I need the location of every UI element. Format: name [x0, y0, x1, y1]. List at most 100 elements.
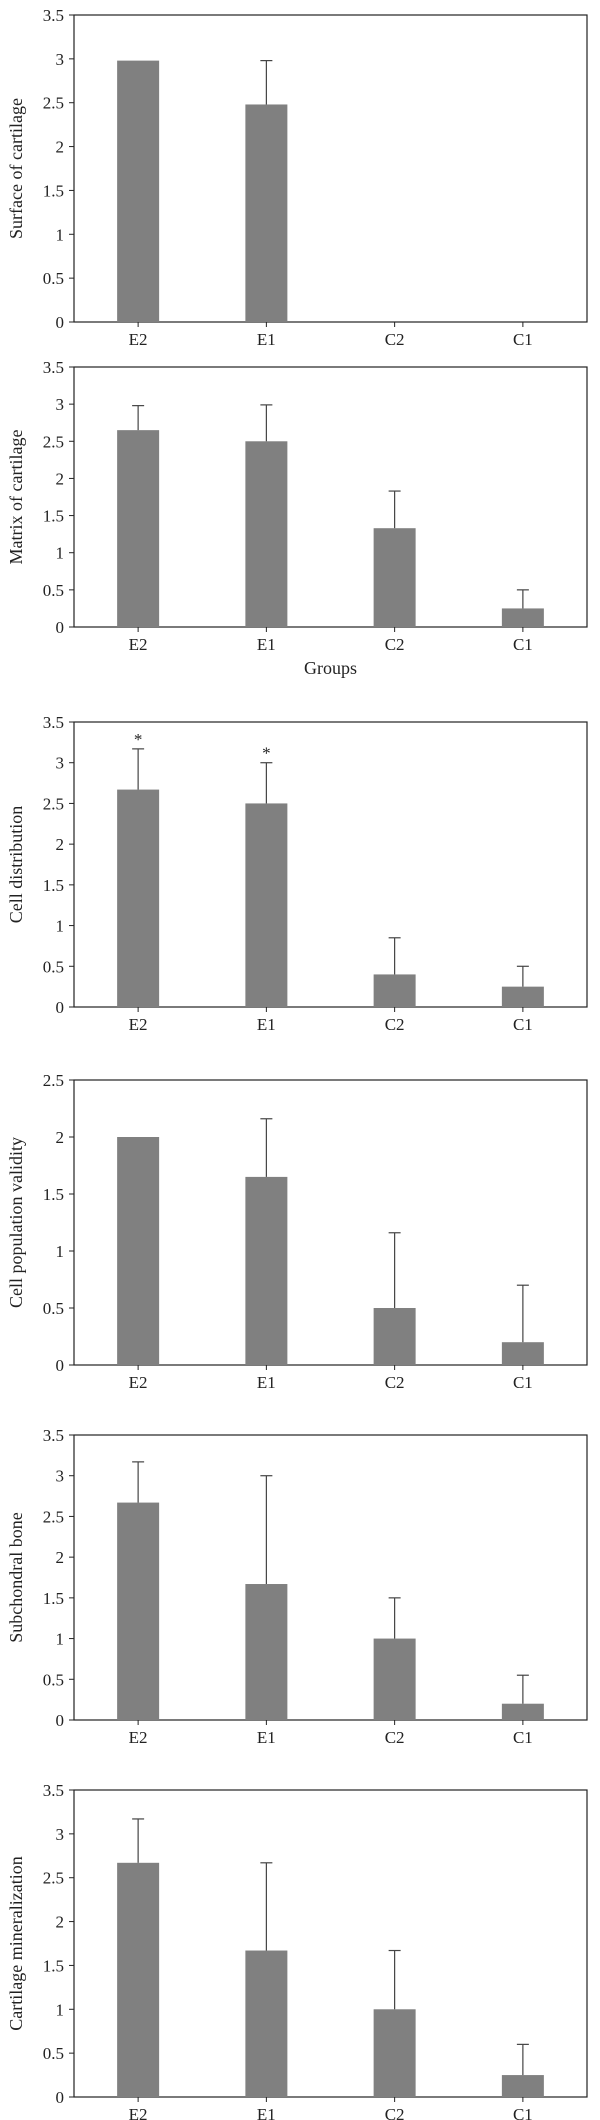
bar-E1 [245, 803, 288, 1007]
x-tick-label-C2: C2 [385, 635, 405, 654]
y-tick-label: 3 [56, 395, 65, 414]
error-bar-E1 [260, 60, 273, 105]
error-bar-E1 [260, 404, 273, 442]
x-tick-label-C2: C2 [385, 330, 405, 349]
y-tick-label: 1.5 [43, 181, 64, 200]
plot-frame [73, 14, 588, 323]
error-bar-C1 [516, 589, 529, 609]
y-tick-label: 2 [56, 1128, 65, 1147]
y-tick-label: 1 [56, 2000, 65, 2019]
bar-C2 [373, 2009, 416, 2097]
y-tick-label: 0 [56, 618, 65, 637]
x-tick-label-E1: E1 [257, 1015, 276, 1034]
bar-E1 [245, 1584, 288, 1720]
error-bar-C2 [388, 1232, 401, 1308]
y-tick-label: 2.5 [43, 94, 64, 113]
x-tick-label-E1: E1 [257, 2105, 276, 2120]
x-tick-label-C1: C1 [513, 1728, 533, 1747]
y-tick-label: 2.5 [43, 1071, 64, 1090]
x-tick-label-C2: C2 [385, 2105, 405, 2120]
x-tick-label-E2: E2 [129, 330, 148, 349]
error-bar-E2 [132, 405, 145, 431]
x-tick-label-C1: C1 [513, 1373, 533, 1392]
y-tick-label: 0.5 [43, 581, 64, 600]
y-axis-title: Surface of cartilage [6, 98, 26, 239]
y-tick-label: 1 [56, 225, 65, 244]
y-tick-label: 2.5 [43, 794, 64, 813]
y-tick-label: 1.5 [43, 1589, 64, 1608]
x-tick-label-E2: E2 [129, 635, 148, 654]
x-tick-label-C1: C1 [513, 1015, 533, 1034]
y-tick-label: 2 [56, 138, 65, 157]
y-axis-title: Subchondral bone [6, 1512, 26, 1642]
bar-C2 [373, 1638, 416, 1720]
chart-panel-4: 0 0.5 1 1.5 2 2.5 E2 E1 C2 C1 Cell population vali… [6, 1071, 588, 1392]
x-tick-label-C1: C1 [513, 635, 533, 654]
x-tick-label-E1: E1 [257, 1728, 276, 1747]
y-tick-label: 2 [56, 1913, 65, 1932]
x-tick-label-E1: E1 [257, 1373, 276, 1392]
x-tick-label-E2: E2 [129, 1373, 148, 1392]
bar-E2 [117, 1502, 160, 1720]
y-axis-title: Matrix of cartilage [6, 430, 26, 565]
y-tick-label: 1.5 [43, 1956, 64, 1975]
error-bar-C2 [388, 1597, 401, 1639]
bar-E1 [245, 1176, 288, 1365]
plot-frame [73, 1434, 588, 1721]
bar-E2 [117, 789, 160, 1007]
y-tick-label: 0 [56, 313, 65, 332]
error-bar-E2 [132, 1461, 145, 1503]
error-bar-E2 [132, 1818, 145, 1863]
bar-C1 [501, 986, 544, 1007]
plot-frame [73, 1789, 588, 2098]
y-tick-label: 1.5 [43, 1185, 64, 1204]
y-tick-label: 2.5 [43, 1507, 64, 1526]
error-bar-C2 [388, 1949, 401, 2010]
plot-frame [73, 721, 588, 1008]
error-bar-E1 [260, 762, 273, 804]
y-tick-label: 3.5 [43, 1781, 64, 1800]
bar-C1 [501, 608, 544, 627]
chart-panel-3: 0 0.5 1 1.5 2 2.5 3 3.5 E2 * E1 * C2 C1 Cell distribut… [6, 713, 588, 1034]
y-tick-label: 0.5 [43, 2044, 64, 2063]
y-tick-label: 0.5 [43, 269, 64, 288]
x-tick-label-C1: C1 [513, 330, 533, 349]
x-tick-label-E2: E2 [129, 1728, 148, 1747]
y-axis-title: Cell distribution [6, 806, 26, 924]
error-bar-C1 [516, 2043, 529, 2076]
y-tick-label: 1 [56, 917, 65, 936]
y-tick-label: 1 [56, 1630, 65, 1649]
significance-mark-E1: * [262, 744, 271, 763]
y-tick-label: 2 [56, 469, 65, 488]
y-tick-label: 3 [56, 50, 65, 69]
error-bar-E2 [132, 748, 145, 790]
y-tick-label: 2.5 [43, 432, 64, 451]
y-tick-label: 1.5 [43, 876, 64, 895]
plot-frame [73, 1079, 588, 1366]
x-tick-label-E1: E1 [257, 635, 276, 654]
bar-C1 [501, 2075, 544, 2097]
y-tick-label: 0 [56, 2088, 65, 2107]
x-tick-label-E1: E1 [257, 330, 276, 349]
bar-C1 [501, 1342, 544, 1365]
y-tick-label: 1.5 [43, 507, 64, 526]
y-tick-label: 3.5 [43, 6, 64, 25]
x-tick-label-C2: C2 [385, 1015, 405, 1034]
error-bar-C1 [516, 965, 529, 987]
error-bar-E1 [260, 1118, 273, 1177]
y-tick-label: 3.5 [43, 358, 64, 377]
x-tick-label-C2: C2 [385, 1728, 405, 1747]
chart-panel-6: 0 0.5 1 1.5 2 2.5 3 3.5 E2 E1 C2 C1 Cartilage minera… [6, 1781, 588, 2120]
error-bar-C2 [388, 937, 401, 975]
y-tick-label: 2 [56, 835, 65, 854]
y-tick-label: 2 [56, 1548, 65, 1567]
y-tick-label: 1 [56, 1242, 65, 1261]
bar-E2 [117, 60, 160, 323]
y-tick-label: 3.5 [43, 713, 64, 732]
y-tick-label: 0.5 [43, 1670, 64, 1689]
bar-E1 [245, 441, 288, 627]
y-tick-label: 3 [56, 1467, 65, 1486]
y-tick-label: 3 [56, 1825, 65, 1844]
y-axis-title: Cartilage mineralization [6, 1856, 26, 2030]
